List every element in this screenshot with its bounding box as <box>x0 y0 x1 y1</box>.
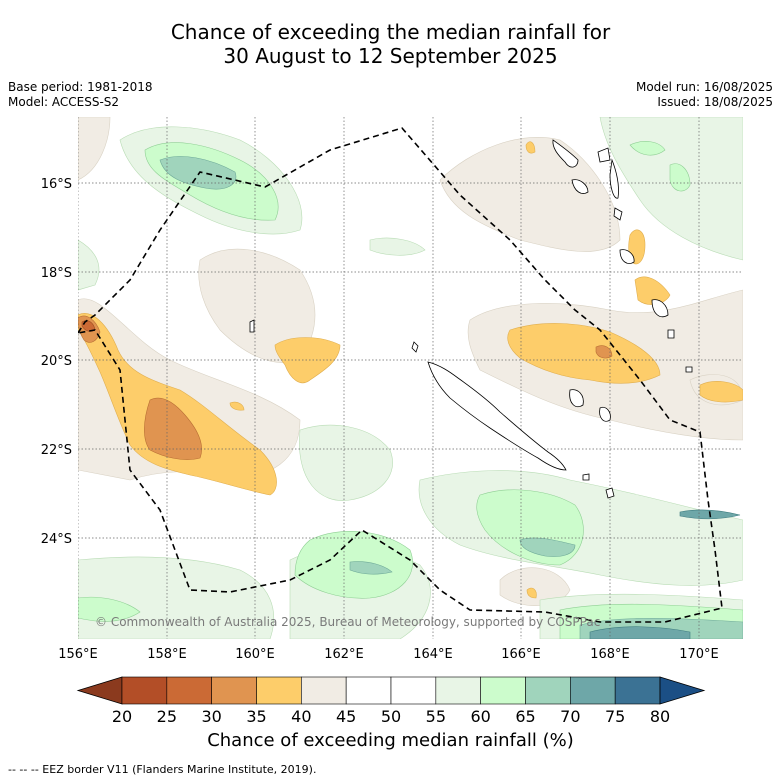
colorbar-extension-high <box>659 676 706 705</box>
colorbar-tick-label: 50 <box>381 707 401 726</box>
vanuatu-tanna <box>651 299 669 318</box>
vanuatu-malakula <box>571 179 589 194</box>
lon-label: 158°E <box>147 647 187 662</box>
colorbar-bin <box>301 676 347 705</box>
model-name: Model: ACCESS-S2 <box>8 95 120 109</box>
colorbar-extension-low <box>76 676 123 705</box>
islet-4 <box>249 319 255 333</box>
colorbar-tick-label: 20 <box>112 707 132 726</box>
loyalty-island-2 <box>599 406 611 422</box>
colorbar-tick-label: 65 <box>515 707 535 726</box>
colorbar-bin <box>480 676 526 705</box>
graticule <box>78 117 743 639</box>
lon-label: 166°E <box>501 647 541 662</box>
colorbar-tick-label: 30 <box>201 707 221 726</box>
colorbar-tick-label: 55 <box>426 707 446 726</box>
vanuatu-efate <box>619 249 635 264</box>
colorbar-bin <box>166 676 212 705</box>
colorbar-bin <box>211 676 257 705</box>
colorbar-bin <box>121 676 168 705</box>
colorbar: 20 25 30 35 40 45 50 55 60 65 70 75 80 <box>76 676 706 726</box>
colorbar-bin <box>390 676 437 705</box>
lat-labels: 16°S 18°S 20°S 22°S 24°S <box>41 177 72 547</box>
map-title: Chance of exceeding the median rainfall … <box>0 20 781 68</box>
colorbar-tick-label: 75 <box>605 707 625 726</box>
title-line-1: Chance of exceeding the median rainfall … <box>170 20 611 44</box>
meta-right: Model run: 16/08/2025 Issued: 18/08/2025 <box>636 80 773 110</box>
lat-label: 16°S <box>41 177 72 192</box>
lon-label: 170°E <box>679 647 719 662</box>
islet-5 <box>605 487 615 499</box>
colorbar-tick-label: 35 <box>246 707 266 726</box>
colorbar-bin <box>345 676 392 705</box>
title-line-2: 30 August to 12 September 2025 <box>223 44 558 68</box>
colorbar-bin <box>256 676 302 705</box>
eez-border <box>78 127 723 623</box>
lon-label: 164°E <box>413 647 453 662</box>
lon-label: 156°E <box>58 647 98 662</box>
colorbar-bin <box>435 676 481 705</box>
colorbar-bin <box>614 676 661 705</box>
islet-3 <box>685 366 693 373</box>
map-field: © Commonwealth of Australia 2025, Bureau… <box>78 117 743 639</box>
colorbar-tick-label: 45 <box>336 707 356 726</box>
colorbar-tick-label: 60 <box>470 707 490 726</box>
lon-label: 168°E <box>590 647 630 662</box>
coastlines <box>249 139 693 499</box>
model-run: Model run: 16/08/2025 <box>635 80 773 94</box>
colorbar-bin <box>525 676 571 705</box>
colorbar-tick-label: 40 <box>291 707 311 726</box>
copyright-text: © Commonwealth of Australia 2025, Bureau… <box>95 615 600 629</box>
islet-2 <box>582 473 590 481</box>
loyalty-island-1 <box>569 389 584 408</box>
lon-label: 160°E <box>235 647 275 662</box>
new-caledonia-island <box>427 361 567 471</box>
lat-label: 20°S <box>41 354 72 369</box>
colorbar-tick-label: 70 <box>560 707 580 726</box>
vanuatu-pentecost <box>609 158 619 199</box>
lat-label: 18°S <box>41 266 72 281</box>
colorbar-tick-label: 80 <box>650 707 670 726</box>
colorbar-bin <box>570 676 616 705</box>
lon-labels: 156°E 158°E 160°E 162°E 164°E 166°E 168°… <box>58 647 719 662</box>
band-35-40 <box>78 141 743 599</box>
lat-label: 24°S <box>41 532 72 547</box>
base-period: Base period: 1981-2018 <box>8 80 153 94</box>
islet-1 <box>411 341 419 353</box>
colorbar-tick-label: 25 <box>157 707 177 726</box>
colorbar-label: Chance of exceeding median rainfall (%) <box>207 730 574 751</box>
meta-left: Base period: 1981-2018 Model: ACCESS-S2 <box>8 80 153 110</box>
vanuatu-espiritu-santo <box>552 139 579 168</box>
eez-footnote: -- -- -- EEZ border V11 (Flanders Marine… <box>8 763 317 776</box>
lat-label: 22°S <box>41 443 72 458</box>
issued-date: Issued: 18/08/2025 <box>657 95 773 109</box>
vanuatu-ambae <box>597 147 611 163</box>
lon-label: 162°E <box>324 647 364 662</box>
vanuatu-epi <box>613 207 623 221</box>
vanuatu-aneityum <box>667 329 675 339</box>
